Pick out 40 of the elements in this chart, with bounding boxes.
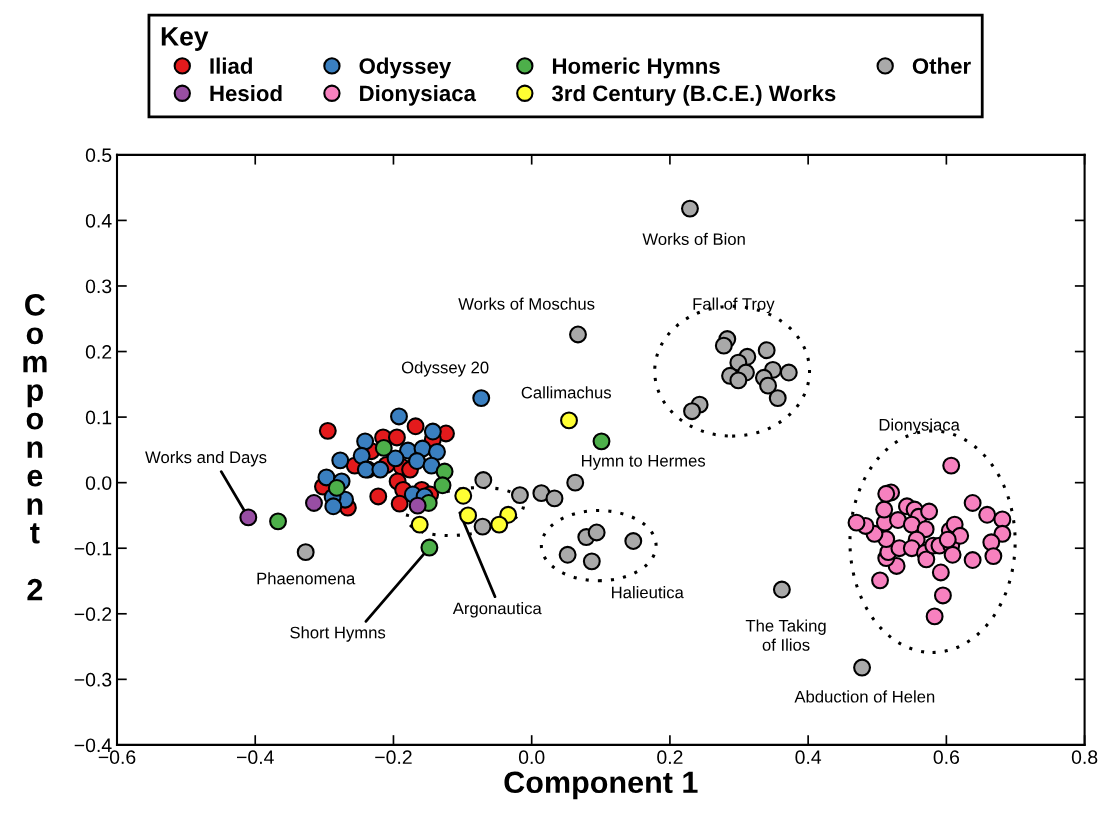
annotation: Fall of Troy [693, 297, 775, 314]
legend-label: Hesiod [210, 84, 282, 102]
x-tick-label: 0.2 [657, 750, 683, 765]
annotation: Works of Moschus [458, 297, 595, 310]
annotation: Short Hymns [290, 626, 386, 642]
annotation: Argonautica [452, 602, 542, 618]
x-axis-title: Component 1 [504, 771, 698, 800]
y-tick-label: 0.1 [85, 410, 112, 425]
legend-label: Dionysiaca [360, 84, 477, 106]
legend-label: Other [912, 57, 971, 74]
legend-title: Key [161, 27, 209, 51]
x-tick-label: 0.6 [933, 750, 960, 765]
annotation: Works and Days [145, 450, 267, 467]
y-tick-label: 0.5 [85, 148, 112, 163]
y-tick-label: 0.3 [85, 279, 112, 294]
annotation: Halieutica [612, 586, 684, 599]
text: Component 2 [23, 294, 47, 601]
x-tick-label: 0.0 [518, 750, 545, 765]
annotation: The Taking of Ilios [745, 619, 826, 651]
y-tick-label: 0.4 [85, 213, 112, 228]
x-tick-label: 0.4 [795, 750, 822, 765]
legend-label: Iliad [210, 57, 252, 74]
legend-label: Homeric Hymns [552, 57, 720, 79]
annotation: Abduction of Helen [794, 690, 935, 703]
y-tick-label: −0.2 [74, 607, 112, 622]
x-tick-label: −0.4 [237, 750, 274, 765]
annotation: Odyssey 20 [401, 361, 489, 377]
annotation: Phaenomena [257, 572, 356, 585]
x-tick-label: −0.2 [375, 750, 412, 765]
y-tick-label: 0.0 [85, 476, 112, 490]
annotation: Hymn to Hermes [582, 455, 706, 470]
legend-label: 3rd Century (B.C.E.) Works [551, 84, 836, 106]
legend-label: Odyssey [359, 57, 452, 79]
y-tick-label: −0.3 [74, 672, 112, 687]
x-tick-label: 0.8 [1071, 750, 1098, 765]
y-tick-label: −0.1 [74, 541, 112, 556]
annotation: Dionysiaca [879, 418, 960, 435]
annotation: Works of Bion [642, 232, 745, 246]
y-tick-label: 0.2 [85, 345, 112, 359]
annotation: Callimachus [521, 386, 612, 399]
